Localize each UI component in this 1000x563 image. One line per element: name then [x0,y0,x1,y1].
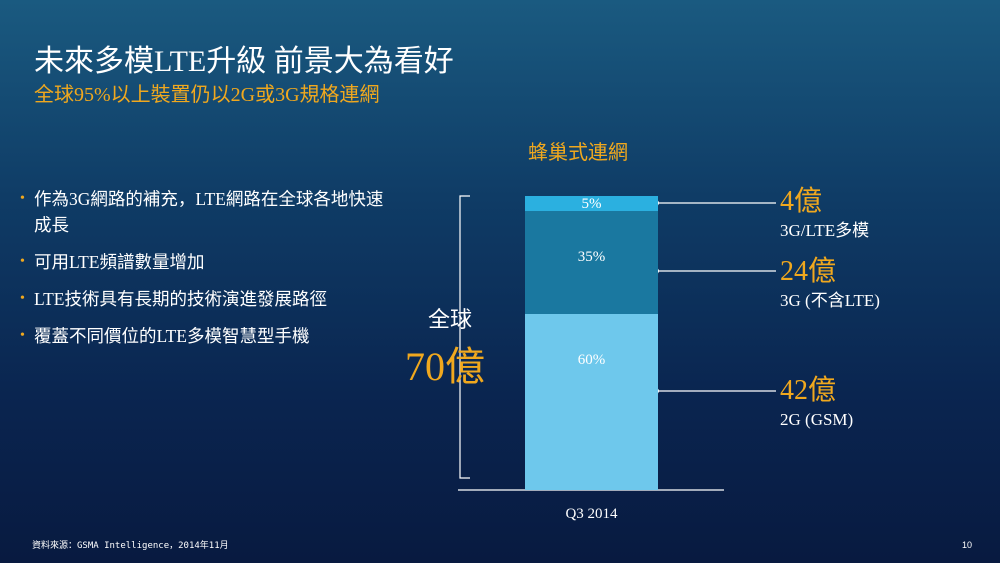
bullet-dot-icon: • [20,291,25,306]
bullet-text: 覆蓋不同價位的LTE多模智慧型手機 [34,326,310,346]
callout-series-label: 3G (不含LTE) [780,291,880,310]
callout-value: 24億 [780,256,837,287]
bar-segment [525,210,658,314]
bar-segment [525,196,658,211]
bullet-dot-icon: • [20,254,25,269]
callout-lines [653,200,776,394]
bullet-dot-icon: • [20,191,25,206]
bullet-item: • LTE技術具有長期的技術演進發展路徑 [20,286,400,312]
callout-series-label: 2G (GSM) [780,410,854,429]
bar-value-label: 60% [577,351,606,368]
page-number: 10 [962,540,973,550]
callout-value: 42億 [780,375,837,406]
bullet-text: 可用LTE頻譜數量增加 [34,252,205,272]
x-category-label: Q3 2014 [565,506,618,522]
source-note: 資料來源：GSMA Intelligence，2014年11月 [32,541,229,551]
callout-series-label: 3G/LTE多模 [780,221,870,240]
bar-value-label: 5% [581,196,602,212]
bar-value-label: 35% [577,248,606,265]
slide-title: 未來多模LTE升級 前景大為看好 [34,45,454,78]
callout-value: 4億 [780,186,823,217]
bullet-dot-icon: • [20,328,25,343]
bullet-text: 作為3G網路的補充，LTE網路在全球各地快速成長 [34,189,384,235]
bullet-item: • 作為3G網路的補充，LTE網路在全球各地快速成長 [20,186,400,238]
bullet-item: • 可用LTE頻譜數量增加 [20,249,400,275]
global-value: 70億 [405,344,485,389]
global-bracket [459,195,470,479]
slide-subtitle: 全球95%以上裝置仍以2G或3G規格連網 [34,84,380,106]
global-label: 全球 [428,307,473,332]
bullet-item: • 覆蓋不同價位的LTE多模智慧型手機 [20,323,400,349]
bullet-text: LTE技術具有長期的技術演進發展路徑 [34,289,327,309]
chart-title: 蜂巢式連網 [528,142,628,164]
bullet-list: • 作為3G網路的補充，LTE網路在全球各地快速成長 • 可用LTE頻譜數量增加 •… [20,186,400,360]
bar-segment [525,313,658,490]
